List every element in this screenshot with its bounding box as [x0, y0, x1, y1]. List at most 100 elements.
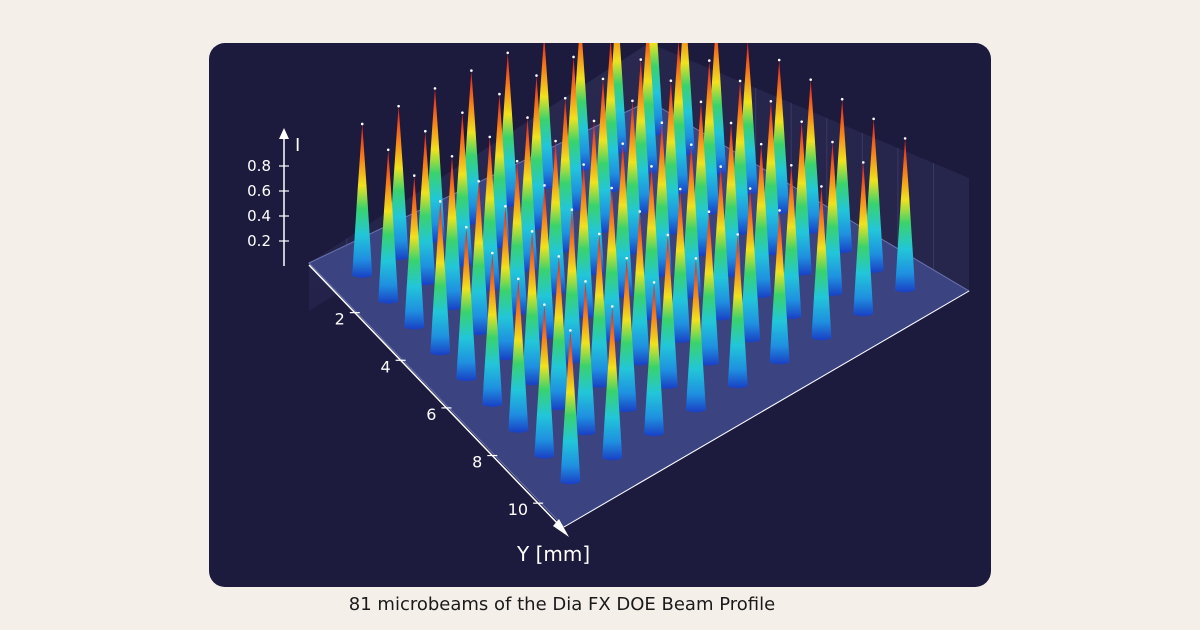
- beam-peak: [535, 74, 538, 77]
- beam-peak: [433, 87, 437, 90]
- beam-peak: [584, 280, 587, 283]
- y-tick-label: 4: [380, 357, 390, 376]
- microbeam: [560, 330, 581, 485]
- microbeam: [534, 304, 555, 459]
- microbeam: [378, 149, 399, 304]
- microbeam: [651, 122, 672, 277]
- beam-peak: [678, 187, 682, 191]
- beam-peak: [450, 154, 454, 158]
- beam-peak: [652, 281, 656, 284]
- beam-peak: [759, 142, 763, 146]
- microbeam: [644, 282, 665, 437]
- beam-peak: [488, 135, 492, 139]
- microbeam: [456, 227, 477, 382]
- beam-peak: [638, 210, 642, 213]
- microbeam: [751, 144, 772, 299]
- beam-peak: [386, 148, 390, 152]
- beam-peak: [729, 121, 733, 125]
- microbeam: [508, 278, 529, 433]
- beam-peak: [707, 59, 711, 62]
- y-tick-label: 6: [426, 405, 436, 424]
- microbeam: [811, 186, 832, 341]
- beam-peak: [694, 257, 698, 260]
- beam-peak: [610, 186, 614, 190]
- microbeam: [822, 142, 843, 296]
- beam-peak: [563, 96, 567, 100]
- z-axis-label: I: [295, 135, 300, 156]
- microbeams: [352, 43, 916, 485]
- beam-peak: [625, 256, 628, 260]
- beam-peak: [438, 200, 442, 203]
- microbeam: [781, 165, 802, 320]
- beam-peak: [840, 97, 844, 101]
- microbeam: [468, 181, 489, 336]
- y-axis: [308, 264, 569, 537]
- beam-peak: [572, 55, 575, 59]
- microbeam: [415, 131, 436, 286]
- beam-peak: [650, 165, 653, 168]
- y-tick-label: 10: [508, 500, 528, 519]
- microbeam: [769, 210, 790, 365]
- microbeam: [853, 162, 874, 317]
- microbeam: [699, 211, 719, 366]
- beam-peak: [903, 137, 907, 140]
- microbeam: [442, 156, 463, 311]
- microbeam: [575, 281, 596, 436]
- beam-peak: [621, 142, 625, 145]
- beam-peak: [666, 233, 670, 237]
- microbeam: [452, 112, 473, 267]
- beam-peak: [582, 163, 585, 166]
- microbeam: [740, 188, 761, 343]
- microbeam: [612, 143, 633, 298]
- beam-peak: [477, 179, 481, 183]
- microbeam: [545, 141, 566, 295]
- beam-peak: [470, 69, 473, 72]
- beam-peak: [790, 163, 793, 167]
- microbeam: [641, 166, 662, 321]
- plot-panel: 0.2 0.4 0.6 0.8 I 2 4 6 8 10 Y [mm]: [209, 43, 991, 587]
- beam-peak: [639, 58, 643, 61]
- beam-peak: [543, 303, 546, 306]
- beam-peak: [769, 100, 773, 103]
- beam-peak: [699, 100, 703, 104]
- microbeam: [721, 122, 742, 277]
- microbeam: [404, 175, 425, 330]
- beam-peak: [465, 225, 468, 229]
- microbeam: [670, 189, 691, 343]
- beam-peak: [610, 305, 614, 308]
- beam-peak: [526, 116, 529, 119]
- microbeam: [534, 185, 555, 340]
- microbeam: [629, 211, 650, 366]
- beam-peak: [719, 165, 723, 168]
- beam-peak: [592, 119, 596, 123]
- beam-peak: [397, 104, 400, 108]
- microbeam: [352, 123, 373, 278]
- microbeam: [388, 106, 409, 261]
- microbeam: [522, 231, 543, 386]
- beam-peak: [461, 111, 464, 114]
- beam-peak: [506, 51, 510, 55]
- beam-peak: [660, 121, 664, 125]
- beam-peak: [543, 184, 546, 187]
- beam-peak: [360, 122, 364, 126]
- microbeam: [561, 209, 582, 364]
- beam-peak: [412, 174, 416, 177]
- microbeam: [616, 258, 637, 413]
- beam-peak: [748, 187, 752, 190]
- x-axis-floor-edge: [563, 290, 970, 528]
- microbeam: [482, 253, 503, 407]
- beam-peak: [669, 79, 673, 82]
- y-tick-label: 2: [335, 310, 345, 329]
- beam-peak: [557, 255, 561, 258]
- beam-peak: [689, 143, 693, 146]
- beam-peak: [601, 77, 605, 81]
- beam-peak: [872, 117, 875, 121]
- microbeam: [710, 166, 731, 321]
- beam-peak: [515, 159, 519, 163]
- microbeam: [685, 258, 706, 413]
- beam-peak: [530, 230, 534, 233]
- microbeam: [573, 164, 594, 319]
- z-tick-label: 0.4: [247, 207, 271, 225]
- microbeam: [548, 256, 569, 411]
- microbeam: [479, 136, 500, 291]
